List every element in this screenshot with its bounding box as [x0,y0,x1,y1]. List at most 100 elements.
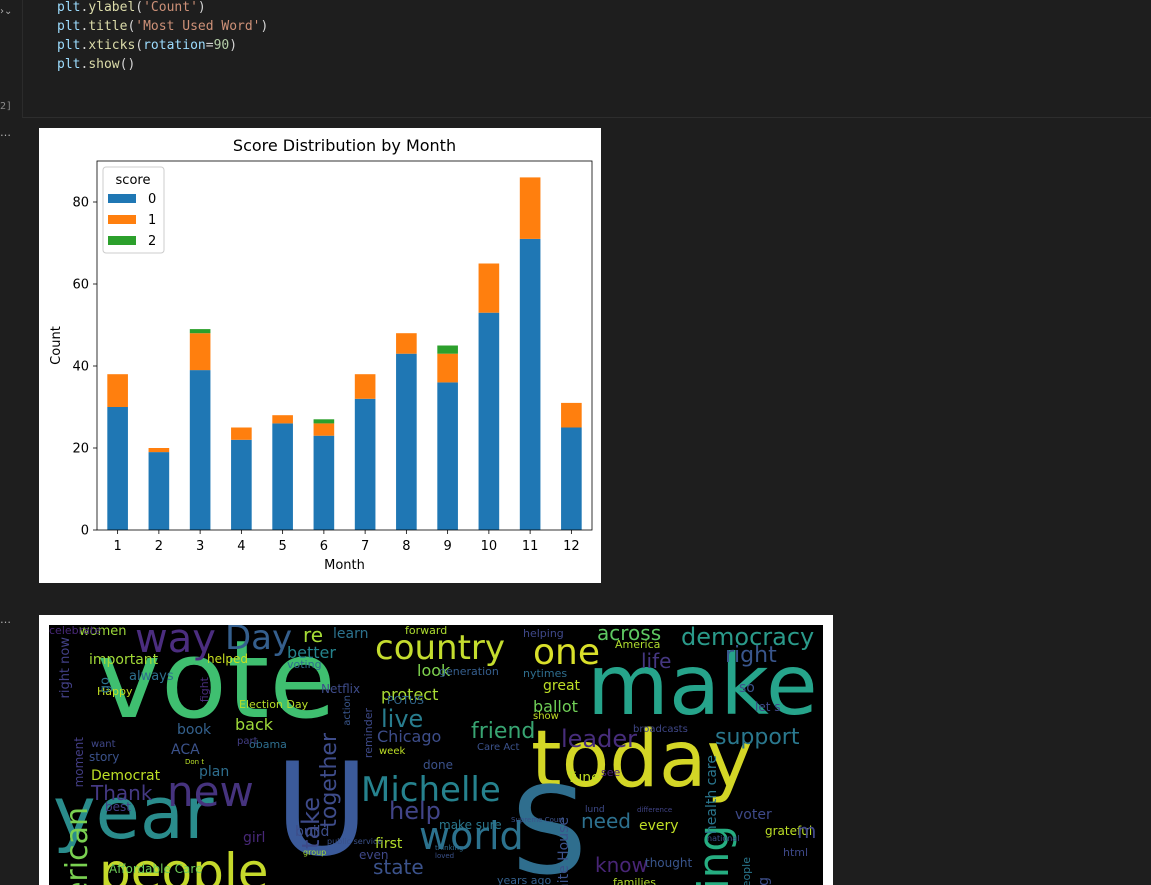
legend-label-1: 1 [148,213,156,228]
wordcloud-word: help [389,797,441,825]
legend-label-2: 2 [148,234,156,249]
y-tick-label: 60 [72,278,89,293]
plot-frame [96,160,593,531]
x-tick-label: 11 [522,539,539,554]
wordcloud-word: obama [249,738,287,751]
wordcloud-word: action [342,695,353,726]
bar-12-score-0 [561,427,582,530]
legend-swatch-0 [108,194,136,203]
output-menu-icon[interactable]: … [0,126,11,139]
execution-count: 2] [0,101,13,112]
wordcloud-word: lund [585,805,605,815]
wordcloud-word: Day [225,625,293,658]
wordcloud-word: story [89,750,120,764]
wordcloud-word: year [53,771,214,855]
wordcloud-word: see [601,766,621,779]
wordcloud-word: state [373,855,424,879]
wordcloud-word: every [639,818,679,834]
wordcloud-word: ACA [171,742,200,758]
wordcloud-word: today [531,715,753,805]
wordcloud-word: back [235,715,274,734]
wordcloud-word: right [725,643,777,668]
bar-4-score-0 [231,439,252,530]
wordcloud-word: Michelle [361,770,501,810]
wordcloud-word: week [379,746,406,757]
wordcloud-word: vote [97,625,336,743]
wordcloud-word: Democrat [91,768,161,784]
bar-11-score-0 [519,238,541,530]
bar-3-score-1 [189,333,211,371]
bar-3-score-2 [189,329,211,334]
collapse-chevron-icon[interactable]: ›⌄ [0,6,13,17]
x-tick-label: 4 [237,539,245,554]
code-line-3: plt.xticks(rotation=90) [57,38,238,53]
wordcloud-word: people [99,843,269,885]
wordcloud-word: across [597,625,662,645]
wordcloud-word: country [375,628,506,668]
wordcloud-word: thinking [435,844,464,852]
wordcloud-word: way [135,625,216,662]
wordcloud-word: learn [333,626,369,642]
wordcloud-word: fight [198,677,211,703]
wordcloud-word: difference [637,806,673,814]
wordcloud-word: nytimes [523,667,568,680]
wordcloud-word: build [295,824,330,840]
wordcloud-word: world [419,814,524,858]
wordcloud-word: moment [72,737,86,788]
wordcloud-word: U [275,736,369,885]
wordcloud-word: let s [755,700,781,714]
wordcloud-word: new [167,767,254,816]
wordcloud-word: ng people [740,857,753,885]
wordcloud-word: celebrate [49,625,101,637]
bar-5-score-0 [272,423,293,530]
bar-5-score-1 [272,415,293,424]
bar-6-score-0 [313,435,335,530]
x-tick-label: 1 [113,539,121,554]
wordcloud-word: voting [287,658,322,671]
wordcloud-word: leader [561,725,638,753]
wordcloud-word: loved [435,852,455,860]
y-tick-label: 0 [81,524,89,539]
wordcloud-word: first [375,836,403,852]
wordcloud-word: forward [405,625,448,637]
wordcloud-word: broadcasts [633,724,688,735]
chart-output: Score Distribution by Month 1 2 3 4 5 6 7 8 9 10 11… [39,128,601,583]
bar-6-score-2 [313,419,335,424]
bar-1-score-1 [107,374,128,407]
y-tick-label: 40 [72,360,89,375]
wordcloud-word: better [287,643,336,662]
wordcloud-word: want [91,739,116,750]
x-tick-label: 3 [196,539,204,554]
wordcloud-word: go [98,677,113,694]
bar-10-score-1 [478,263,500,313]
chart-title: Score Distribution by Month [233,136,456,155]
x-tick-label: 8 [402,539,410,554]
wordcloud-word: ballot [533,697,578,716]
bar-12-score-1 [561,402,582,428]
wordcloud-word: Tune [567,770,600,786]
code-cell[interactable]: plt.ylabel('Count') plt.title('Most Used… [22,0,1151,118]
wordcloud-word: generation [439,665,499,678]
code-line-4: plt.show() [57,57,136,72]
code-line-2: plt.title('Most Used Word') [57,19,269,34]
cell-gutter: ›⌄ 2] [0,0,22,118]
x-tick-label: 9 [443,539,451,554]
wordcloud-word: live [381,705,424,733]
x-axis-label: Month [324,558,365,573]
wordcloud-word: protect [381,685,439,704]
wordcloud-word: Thank [91,781,153,805]
legend-box [102,166,165,254]
wordcloud-word: Don t [185,758,205,766]
output-menu-icon-2[interactable]: … [0,613,11,626]
bar-8-score-1 [396,333,417,354]
y-axis-label: Count [49,326,64,365]
wordcloud-word: helped [207,652,248,666]
wordcloud-word: great [543,678,581,694]
bar-1-score-0 [107,407,128,530]
wordcloud-word: Affordable Care [109,862,203,876]
wordcloud-word: Happy [97,685,133,698]
bar-2-score-0 [148,452,170,530]
bar-9-score-2 [437,345,458,354]
